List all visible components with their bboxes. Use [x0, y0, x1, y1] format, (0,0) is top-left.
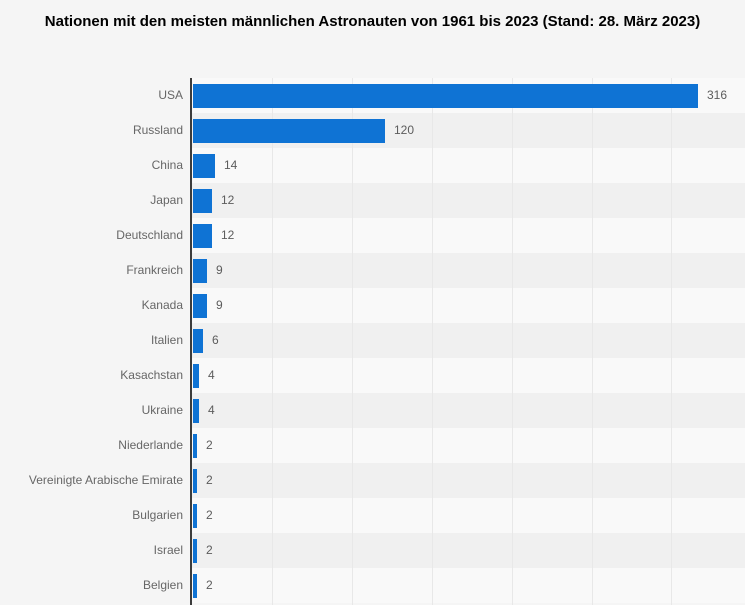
category-label: Ukraine [141, 403, 183, 417]
chart-bar[interactable] [193, 503, 197, 528]
row-band [192, 568, 745, 603]
row-band [192, 253, 745, 288]
value-label: 9 [216, 263, 223, 277]
category-label: Italien [150, 333, 183, 347]
gridline [432, 78, 433, 605]
category-label: Kanada [141, 298, 183, 312]
row-band [192, 393, 745, 428]
row-band [192, 218, 745, 253]
chart-bar[interactable] [193, 433, 197, 458]
value-label: 4 [208, 368, 215, 382]
value-label: 2 [206, 508, 213, 522]
row-band [192, 533, 745, 568]
value-label: 12 [221, 228, 235, 242]
category-label: China [151, 158, 183, 172]
row-band [192, 148, 745, 183]
chart-bar[interactable] [193, 398, 199, 423]
chart-bar[interactable] [193, 538, 197, 563]
value-label: 120 [394, 123, 415, 137]
chart-bar[interactable] [193, 293, 207, 318]
category-label: Israel [153, 543, 183, 557]
category-label: Japan [150, 193, 183, 207]
chart-title: Nationen mit den meisten männlichen Astr… [44, 13, 701, 30]
row-band [192, 498, 745, 533]
value-label: 4 [208, 403, 215, 417]
gridline [272, 78, 273, 605]
gridline [352, 78, 353, 605]
category-label: Belgien [142, 578, 183, 592]
category-label: Vereinigte Arabische Emirate [28, 473, 183, 487]
value-label: 316 [707, 88, 728, 102]
y-axis-line [190, 78, 192, 605]
chart-bar[interactable] [193, 258, 207, 283]
category-label: Frankreich [126, 263, 183, 277]
category-label: Deutschland [116, 228, 183, 242]
chart-bar[interactable] [193, 223, 212, 248]
row-band [192, 183, 745, 218]
horizontal-bar-chart: USA 316 Russland 120 China 14 Japan 12 Deutschla… [0, 78, 745, 605]
row-band [192, 288, 745, 323]
value-label: 2 [206, 438, 213, 452]
chart-bar[interactable] [193, 153, 215, 178]
category-label: Bulgarien [132, 508, 183, 522]
value-label: 6 [212, 333, 219, 347]
value-label: 2 [206, 578, 213, 592]
value-label: 12 [221, 193, 235, 207]
gridline [671, 78, 672, 605]
chart-bar[interactable] [193, 118, 385, 143]
category-label: Kasachstan [120, 368, 183, 382]
category-label: USA [158, 88, 183, 102]
chart-bar[interactable] [193, 573, 197, 598]
gridline [592, 78, 593, 605]
value-label: 2 [206, 473, 213, 487]
chart-bar[interactable] [193, 468, 197, 493]
row-band [192, 323, 745, 358]
value-label: 9 [216, 298, 223, 312]
row-band [192, 463, 745, 498]
category-label: Russland [132, 123, 183, 137]
row-band [192, 428, 745, 463]
chart-bar[interactable] [193, 83, 698, 108]
row-band [192, 358, 745, 393]
chart-bar[interactable] [193, 363, 199, 388]
chart-bar[interactable] [193, 328, 203, 353]
value-label: 14 [224, 158, 238, 172]
value-label: 2 [206, 543, 213, 557]
chart-bar[interactable] [193, 188, 212, 213]
category-label: Niederlande [118, 438, 183, 452]
gridline [512, 78, 513, 605]
